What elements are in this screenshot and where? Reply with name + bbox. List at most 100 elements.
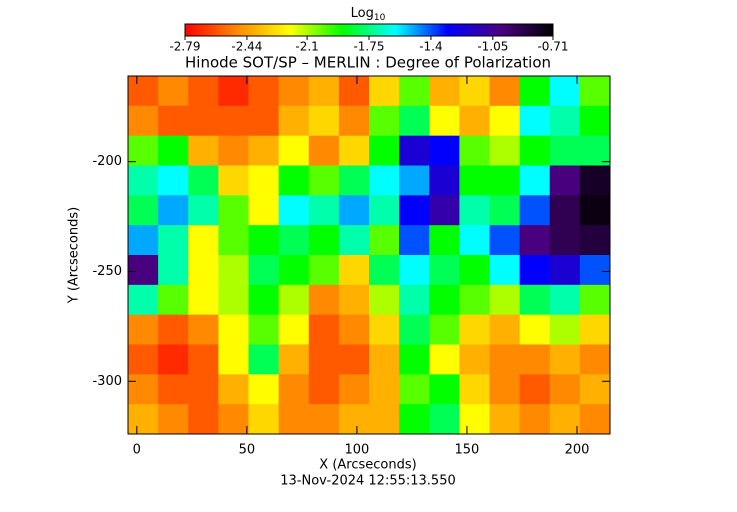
heatmap-cell	[549, 284, 581, 316]
colorbar-tick-label: -1.75	[353, 40, 384, 54]
heatmap-cell	[489, 344, 521, 375]
heatmap-cell	[399, 105, 430, 137]
heatmap-cell	[338, 255, 370, 286]
heatmap-cell	[549, 195, 581, 226]
heatmap-cell	[128, 195, 159, 226]
heatmap-cell	[308, 165, 340, 196]
colorbar-tick-label: -1.05	[477, 40, 508, 54]
heatmap-cell	[308, 135, 340, 166]
colorbar-tick-label: -2.1	[295, 40, 318, 54]
heatmap-cell	[308, 314, 340, 345]
heatmap-cell	[218, 225, 249, 256]
heatmap-cell	[248, 314, 280, 345]
heatmap-cell	[519, 195, 551, 226]
heatmap-cell	[338, 404, 370, 435]
heatmap-cell	[128, 76, 159, 107]
heatmap-cell	[489, 195, 521, 226]
heatmap-cell	[399, 225, 430, 256]
heatmap-cell	[218, 255, 249, 286]
y-tick-label: -300	[92, 374, 122, 389]
heatmap-cell	[429, 165, 460, 196]
heatmap-cell	[278, 195, 310, 226]
heatmap-cell	[549, 344, 581, 375]
heatmap-cell	[308, 255, 340, 286]
heatmap-cell	[278, 374, 310, 405]
heatmap-cell	[429, 374, 460, 405]
heatmap-cell	[429, 195, 460, 226]
heatmap-cell	[399, 284, 430, 316]
heatmap-cell	[188, 314, 219, 345]
heatmap-cell	[459, 344, 490, 375]
heatmap-cell	[429, 225, 460, 256]
heatmap-cell	[579, 314, 611, 345]
heatmap-cell	[158, 374, 189, 405]
heatmap-cell	[158, 255, 189, 286]
heatmap-cell	[519, 374, 551, 405]
heatmap-cell	[278, 404, 310, 435]
heatmap-cell	[519, 344, 551, 375]
heatmap-cell	[128, 344, 159, 375]
heatmap-cell	[459, 135, 490, 166]
x-axis-label: X (Arcseconds)	[319, 458, 416, 473]
heatmap-cell	[459, 225, 490, 256]
heatmap-cell	[399, 255, 430, 286]
heatmap-cell	[429, 255, 460, 286]
heatmap-cell	[278, 76, 310, 107]
heatmap-cell	[248, 165, 280, 196]
heatmap-cell	[459, 374, 490, 405]
x-tick-label: 0	[133, 443, 141, 458]
heatmap-cell	[338, 165, 370, 196]
heatmap-cell	[549, 105, 581, 137]
x-tick-label: 50	[239, 443, 256, 458]
heatmap-cell	[158, 195, 189, 226]
heatmap-cell	[399, 314, 430, 345]
y-axis-label: Y (Arcseconds)	[67, 207, 82, 304]
heatmap	[128, 76, 611, 435]
heatmap-cell	[158, 76, 189, 107]
heatmap-cell	[489, 165, 521, 196]
heatmap-cell	[218, 374, 249, 405]
heatmap-cell	[128, 135, 159, 166]
heatmap-cell	[338, 314, 370, 345]
heatmap-cell	[128, 284, 159, 316]
heatmap-cell	[459, 105, 490, 137]
heatmap-cell	[369, 76, 400, 107]
heatmap-cell	[278, 314, 310, 345]
heatmap-cell	[579, 284, 611, 316]
heatmap-cell	[429, 344, 460, 375]
heatmap-cell	[158, 404, 189, 435]
heatmap-cell	[579, 135, 611, 166]
heatmap-cell	[158, 105, 189, 137]
heatmap-cell	[429, 105, 460, 137]
heatmap-cell	[338, 105, 370, 137]
heatmap-cell	[489, 105, 521, 137]
heatmap-cell	[218, 76, 249, 107]
colorbar-tick-label: -1.4	[419, 40, 442, 54]
heatmap-cell	[369, 225, 400, 256]
heatmap-cell	[369, 255, 400, 286]
heatmap-cell	[369, 105, 400, 137]
heatmap-cell	[248, 284, 280, 316]
heatmap-cell	[579, 344, 611, 375]
heatmap-cell	[158, 225, 189, 256]
heatmap-cell	[248, 76, 280, 107]
heatmap-cell	[369, 135, 400, 166]
heatmap-cell	[549, 76, 581, 107]
heatmap-cell	[519, 314, 551, 345]
heatmap-cell	[549, 374, 581, 405]
heatmap-cell	[278, 225, 310, 256]
heatmap-cell	[369, 284, 400, 316]
heatmap-cell	[338, 195, 370, 226]
heatmap-cell	[308, 374, 340, 405]
heatmap-cell	[489, 255, 521, 286]
heatmap-cell	[489, 374, 521, 405]
heatmap-cell	[429, 135, 460, 166]
heatmap-cell	[128, 225, 159, 256]
heatmap-cell	[549, 225, 581, 256]
heatmap-cell	[579, 255, 611, 286]
heatmap-cell	[188, 284, 219, 316]
heatmap-cell	[128, 404, 159, 435]
y-tick-label: -200	[92, 154, 122, 169]
heatmap-cell	[338, 225, 370, 256]
